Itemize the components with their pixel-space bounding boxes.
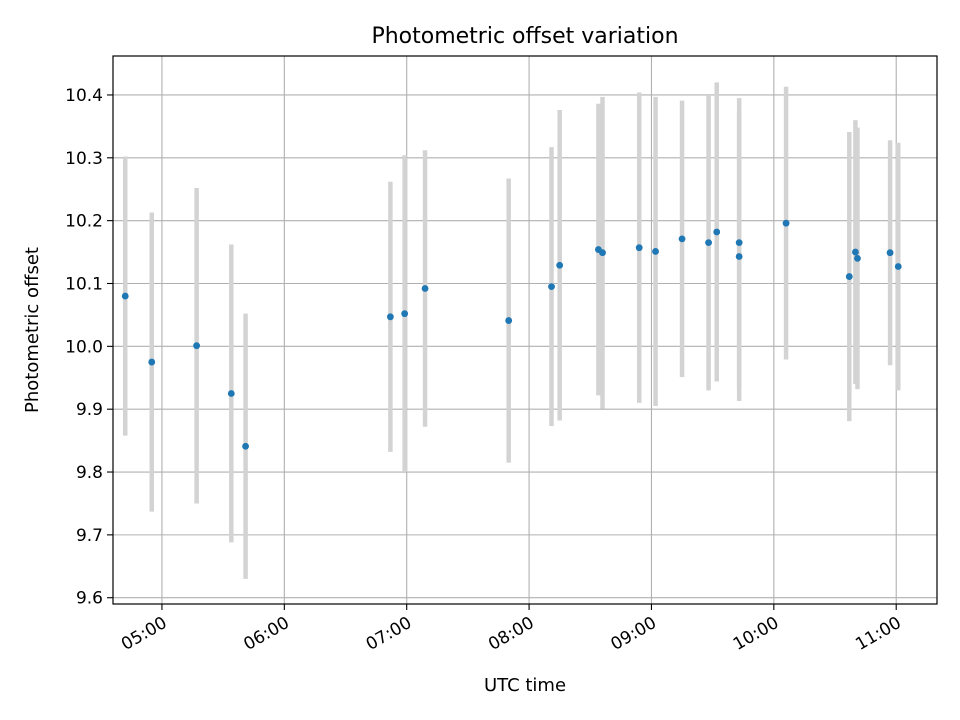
y-tick-label: 10.1 <box>65 274 103 294</box>
data-point <box>652 248 659 255</box>
grid-lines <box>113 56 937 604</box>
data-point <box>556 261 564 269</box>
data-point <box>894 263 902 270</box>
y-tick-label: 9.7 <box>76 526 103 546</box>
data-point <box>193 342 201 350</box>
plot-frame <box>112 55 938 605</box>
data-point <box>548 283 555 291</box>
data-point <box>386 313 394 321</box>
data-point <box>678 235 686 243</box>
y-tick-label: 10.0 <box>65 337 103 357</box>
data-points <box>121 219 902 450</box>
y-axis-ticks: 9.6 9.7 9.8 9.9 10.0 10.1 10.2 10.3 10.4 <box>65 86 113 609</box>
y-tick-label: 10.4 <box>65 86 103 106</box>
data-point <box>505 317 513 324</box>
data-point <box>635 244 643 252</box>
chart-title: Photometric offset variation <box>371 24 678 49</box>
data-point <box>705 239 712 247</box>
data-point <box>854 254 861 262</box>
data-point <box>782 219 790 227</box>
x-axis-label: UTC time <box>484 675 566 696</box>
data-point <box>401 310 409 318</box>
y-tick-label: 9.9 <box>76 400 103 420</box>
data-point <box>886 249 894 257</box>
data-point <box>121 292 129 300</box>
y-tick-label: 10.3 <box>65 149 103 169</box>
data-point <box>227 390 235 397</box>
data-point <box>421 285 429 292</box>
y-axis-label: Photometric offset <box>22 247 43 413</box>
data-point <box>735 253 743 260</box>
data-point <box>242 442 249 450</box>
data-point <box>148 358 156 366</box>
y-tick-label: 9.8 <box>76 463 103 483</box>
data-point <box>735 239 743 247</box>
data-point <box>599 249 606 257</box>
data-point <box>713 228 721 236</box>
y-tick-label: 9.6 <box>76 589 103 609</box>
data-point <box>845 273 853 280</box>
data-point <box>852 248 859 256</box>
y-tick-label: 10.2 <box>65 212 103 232</box>
